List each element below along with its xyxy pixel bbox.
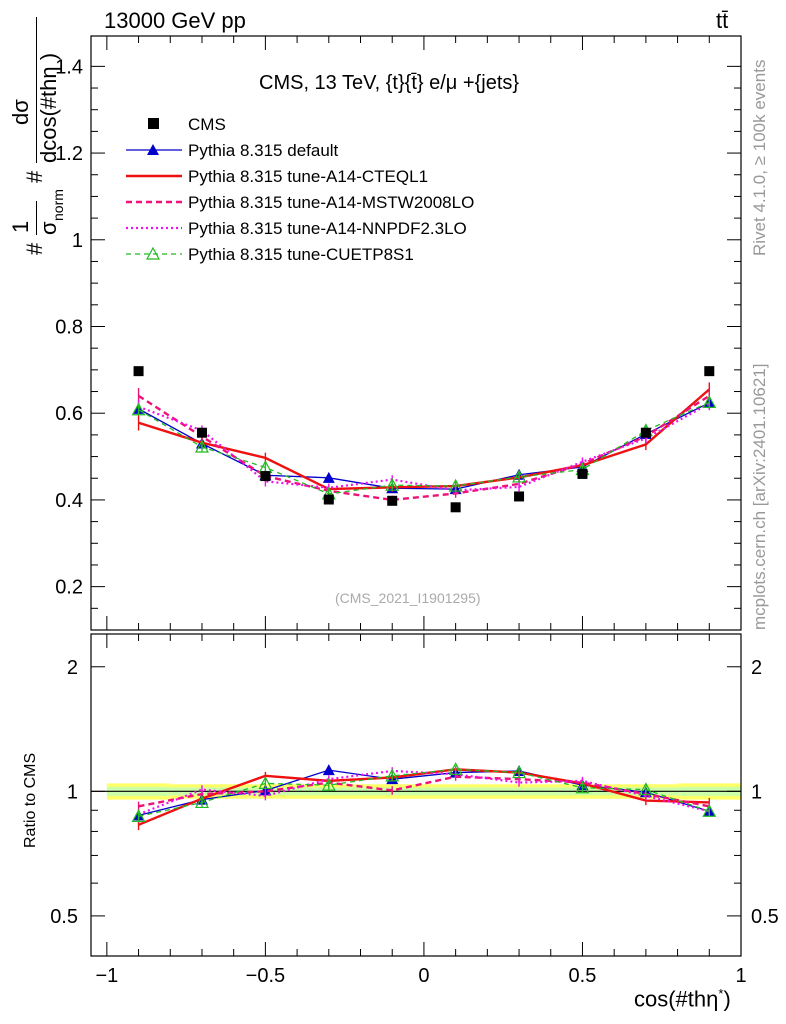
y-tick-label: 1.4 — [55, 56, 83, 78]
x-tick-label: −0.5 — [246, 965, 285, 987]
cms-data-point — [514, 491, 525, 502]
y-label-hash-2: # — [22, 170, 47, 183]
cuetp8s1-marker — [385, 477, 400, 491]
ratio-panel-series — [131, 762, 717, 831]
cms-data-point — [577, 468, 588, 479]
mstw-line — [137, 394, 710, 502]
y-axis-label: # 1 σ norm # dσ dcos(#thη ) — [2, 15, 66, 255]
mstw-ratio-line — [138, 775, 710, 808]
ratio-y-axis-label: Ratio to CMS — [22, 752, 39, 848]
x-label-main: cos(#thη — [634, 986, 719, 1012]
y-tick-label: 0.6 — [55, 403, 83, 425]
x-axis-label: cos(#thη*) — [634, 986, 731, 1012]
ratio-y-tick-label-left: 1 — [67, 781, 78, 803]
cms-data-point — [196, 427, 207, 438]
cuetp8s1-ratio-marker — [258, 776, 273, 790]
cuetp8s1-ratio-marker — [575, 780, 590, 794]
cuetp8s1-ratio-line — [138, 768, 710, 817]
default-marker — [322, 471, 335, 483]
rivet-version-label: Rivet 4.1.0, ≥ 100k events — [750, 59, 769, 256]
y-tick-label: 1 — [72, 230, 83, 252]
cuetp8s1-ratio-marker — [512, 765, 527, 779]
y-label-hash-1: # — [22, 242, 47, 255]
legend-cteql1-label: Pythia 8.315 tune-A14-CTEQL1 — [188, 167, 428, 186]
cms-data-point — [450, 502, 461, 513]
legend-cuetp8s1-marker — [145, 246, 161, 260]
cteql1-line — [138, 388, 711, 491]
default-ratio-marker — [322, 764, 335, 776]
y-label-fraction-line-2 — [36, 17, 37, 163]
y-tick-label: 0.2 — [55, 577, 83, 599]
main-panel-frame — [90, 35, 742, 631]
cuetp8s1-ratio-marker — [385, 768, 400, 782]
mcplots-label: mcplots.cern.ch [arXiv:2401.10621] — [750, 363, 769, 630]
cms-data-point — [133, 366, 144, 377]
legend: CMS Pythia 8.315 default Pythia 8.315 tune… — [126, 115, 474, 264]
analysis-id: (CMS_2021_I1901295) — [335, 590, 481, 606]
y-tick-label: 0.4 — [55, 490, 83, 512]
y-label-dcos: dcos(#thη ) — [36, 52, 61, 163]
cuetp8s1-ratio-marker — [194, 795, 209, 809]
y-label-norm: norm — [50, 189, 66, 221]
main-panel-series — [131, 382, 717, 505]
cteql1-ratio-line — [138, 768, 710, 826]
y-label-sigma: σ — [36, 221, 61, 235]
x-tick-label: 1 — [735, 965, 746, 987]
process-label: tt̄ — [716, 8, 729, 33]
legend-mstw-label: Pythia 8.315 tune-A14-MSTW2008LO — [188, 193, 474, 212]
tick-labels: −1 −0.5 0 0.5 1 0.2 0.4 0.6 0.8 1 1.2 1.4 0.5 0.5 1 1 2 2 — [50, 56, 779, 987]
x-label-close: ) — [723, 986, 731, 1012]
cuetp8s1-ratio-marker — [321, 777, 336, 791]
x-tick-label: −1 — [95, 965, 118, 987]
plot-title: CMS, 13 TeV, {t}{t̄} e/μ +{jets} — [259, 72, 520, 94]
cuetp8s1-ratio-marker — [638, 782, 653, 796]
nnpdf-line — [138, 402, 710, 492]
cuetp8s1-ratio-marker — [702, 804, 717, 817]
ratio-y-tick-label-left: 0.5 — [50, 906, 78, 928]
ratio-y-tick-label-left: 2 — [67, 657, 78, 679]
cuetp8s1-marker — [512, 469, 527, 483]
x-tick-label: 0 — [418, 965, 429, 987]
y-tick-label: 1.2 — [55, 143, 83, 165]
cms-data-point — [640, 427, 651, 438]
legend-cuetp8s1-label: Pythia 8.315 tune-CUETP8S1 — [188, 245, 414, 264]
ratio-y-tick-label-right: 2 — [751, 657, 762, 679]
cuetp8s1-marker — [448, 478, 463, 492]
y-label-dsigma: dσ — [8, 99, 33, 125]
cms-data-point — [323, 494, 334, 505]
cms-data-point — [387, 495, 398, 506]
energy-label: 13000 GeV pp — [104, 8, 246, 33]
cuetp8s1-marker — [702, 395, 717, 408]
cms-data-point — [260, 471, 271, 482]
x-tick-label: 0.5 — [569, 965, 597, 987]
legend-default-label: Pythia 8.315 default — [188, 141, 339, 160]
cuetp8s1-marker — [194, 439, 209, 453]
legend-nnpdf-label: Pythia 8.315 tune-A14-NNPDF2.3LO — [188, 219, 467, 238]
cuetp8s1-ratio-marker — [448, 762, 463, 775]
legend-cms-label: CMS — [188, 115, 226, 134]
y-label-fraction-line — [36, 201, 37, 235]
ratio-panel-frame — [90, 633, 742, 957]
legend-cms-marker — [148, 118, 159, 129]
x-label-star: * — [718, 986, 724, 1001]
ratio-y-tick-label-right: 1 — [751, 781, 762, 803]
legend-default-marker — [147, 144, 159, 155]
cuetp8s1-marker — [131, 402, 146, 416]
cms-data-points — [133, 366, 715, 513]
axis-ticks — [91, 36, 742, 957]
y-tick-label: 0.8 — [55, 316, 83, 338]
ratio-y-tick-label-right: 0.5 — [751, 906, 779, 928]
cms-data-point — [704, 366, 715, 377]
cuetp8s1-ratio-marker — [131, 809, 146, 822]
y-label-one: 1 — [8, 220, 33, 233]
